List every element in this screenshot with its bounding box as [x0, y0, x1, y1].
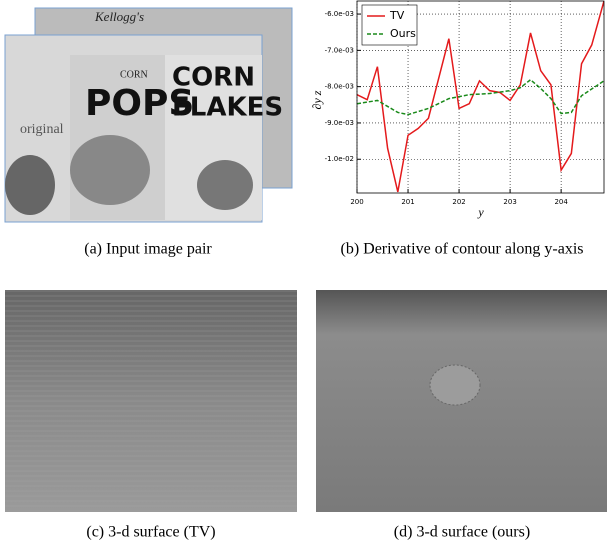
image-text: FLAKES	[172, 93, 283, 123]
input-images: Kellogg's CORN POPS CORN FLAKES original	[5, 8, 292, 222]
figure: Kellogg's CORN POPS CORN FLAKES original…	[0, 0, 616, 550]
y-tick-label: -7.0e-03	[325, 46, 354, 54]
image-text: original	[20, 122, 64, 137]
x-tick-label: 200	[350, 198, 363, 206]
image-text: Kellogg's	[94, 9, 144, 24]
chart: y ∂y z -6.0e-03 -7.0e-03 -8.0e-03 -9.0e-03 -…	[310, 1, 604, 219]
y-tick-label: -6.0e-03	[325, 10, 354, 18]
x-tick-label: 203	[503, 198, 516, 206]
y-tick-label: -1.0e-02	[325, 155, 354, 163]
x-tick-label: 204	[554, 198, 568, 206]
x-tick-label: 202	[452, 198, 465, 206]
caption: (c) 3-d surface (TV)	[86, 524, 215, 541]
figure-svg: Kellogg's CORN POPS CORN FLAKES original…	[0, 0, 616, 550]
legend-label: TV	[389, 9, 405, 22]
image-text: CORN	[120, 69, 148, 80]
y-tick-label: -9.0e-03	[325, 119, 354, 127]
y-axis-label: ∂y z	[310, 90, 324, 109]
x-axis-label: y	[477, 205, 484, 219]
x-tick-label: 201	[401, 198, 414, 206]
caption: (a) Input image pair	[84, 241, 212, 258]
y-tick-label: -8.0e-03	[325, 83, 354, 91]
surface-detail	[430, 365, 480, 405]
legend-label: Ours	[390, 27, 416, 40]
image-text: CORN	[172, 63, 255, 93]
caption: (d) 3-d surface (ours)	[394, 524, 530, 541]
surface-tv-texture	[5, 290, 297, 512]
caption: (b) Derivative of contour along y-axis	[340, 241, 583, 258]
line-series	[357, 80, 604, 115]
